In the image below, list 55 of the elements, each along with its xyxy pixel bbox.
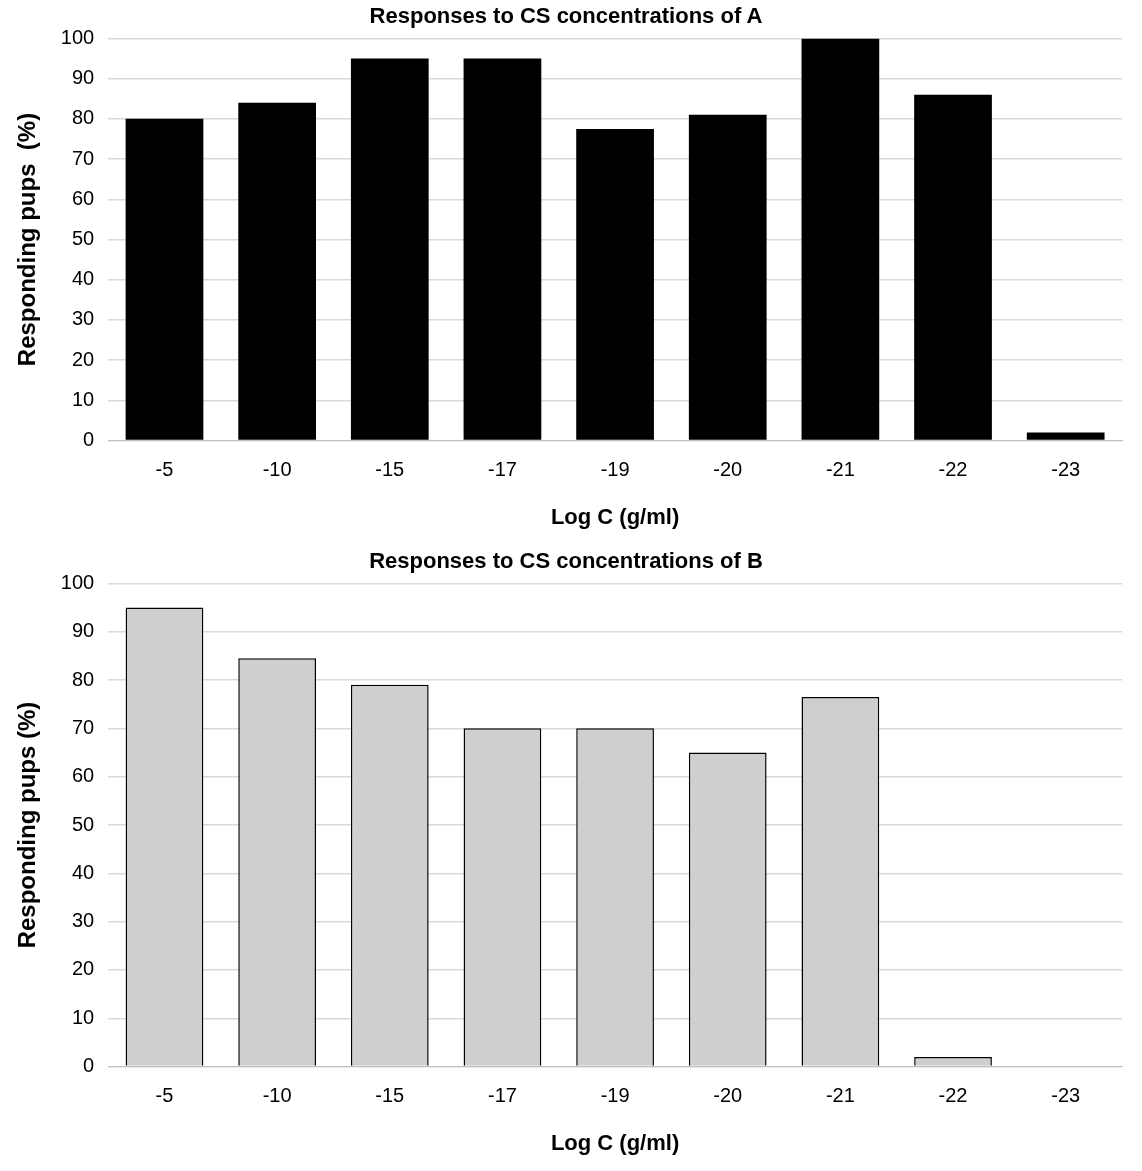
y-tick-label: 20 xyxy=(71,957,95,980)
x-tick-label: -17 xyxy=(487,458,517,481)
y-tick-label: 10 xyxy=(71,387,95,410)
x-tick-label: -15 xyxy=(375,458,405,481)
y-tick-label: 80 xyxy=(71,667,95,690)
bar xyxy=(576,128,654,440)
y-tick-label: 0 xyxy=(83,428,95,451)
x-tick-label: -10 xyxy=(262,1084,292,1107)
x-axis-title: Log C (g/ml) xyxy=(550,1129,680,1155)
x-tick-label: -10 xyxy=(262,458,292,481)
x-tick-label: -19 xyxy=(600,458,630,481)
bar xyxy=(688,114,767,440)
x-tick-label: -21 xyxy=(825,458,855,481)
y-tick-label: 80 xyxy=(71,106,95,129)
bar xyxy=(801,38,880,440)
y-tick-label: 90 xyxy=(71,619,95,642)
y-tick-label: 60 xyxy=(71,764,95,787)
bar xyxy=(1026,432,1105,440)
x-tick-label: -5 xyxy=(155,1084,174,1107)
bar xyxy=(350,58,429,440)
y-tick-label: 70 xyxy=(71,715,95,738)
y-tick-label: 70 xyxy=(71,146,95,169)
x-tick-label: -20 xyxy=(713,1084,743,1107)
x-axis-title: Log C (g/ml) xyxy=(550,503,680,529)
x-tick-label: -23 xyxy=(1051,1084,1081,1107)
y-axis-title: Responding pups (%) xyxy=(13,701,41,949)
x-tick-label: -21 xyxy=(825,1084,855,1107)
x-tick-label: -19 xyxy=(600,1084,630,1107)
y-tick-label: 40 xyxy=(71,267,95,290)
y-tick-label: 50 xyxy=(71,812,95,835)
bar xyxy=(125,118,204,440)
x-tick-label: -5 xyxy=(155,458,174,481)
y-tick-label: 20 xyxy=(71,347,95,370)
x-tick-label: -20 xyxy=(713,458,743,481)
bar xyxy=(463,58,542,440)
y-tick-label: 10 xyxy=(71,1005,95,1028)
y-tick-label: 40 xyxy=(71,860,95,883)
y-tick-label: 30 xyxy=(71,307,95,330)
y-axis-title: Responding pups (%) xyxy=(13,112,41,367)
bar xyxy=(238,102,316,440)
y-tick-label: 100 xyxy=(60,25,95,48)
x-tick-label: -15 xyxy=(375,1084,405,1107)
x-tick-label: -23 xyxy=(1051,458,1081,481)
y-tick-label: 60 xyxy=(71,186,95,209)
chart-title: Responses to CS concentrations of A xyxy=(369,3,763,29)
x-tick-label: -22 xyxy=(938,458,968,481)
y-tick-label: 0 xyxy=(83,1054,95,1077)
x-tick-label: -22 xyxy=(938,1084,968,1107)
y-tick-label: 90 xyxy=(71,66,95,89)
y-tick-label: 50 xyxy=(71,227,95,250)
bar xyxy=(914,94,992,440)
y-tick-label: 30 xyxy=(71,909,95,932)
x-tick-label: -17 xyxy=(487,1084,517,1107)
y-tick-label: 100 xyxy=(60,570,95,593)
chart-title: Responses to CS concentrations of B xyxy=(369,548,763,574)
